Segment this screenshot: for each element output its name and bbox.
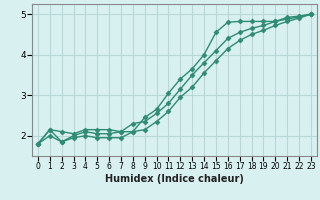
X-axis label: Humidex (Indice chaleur): Humidex (Indice chaleur)	[105, 174, 244, 184]
